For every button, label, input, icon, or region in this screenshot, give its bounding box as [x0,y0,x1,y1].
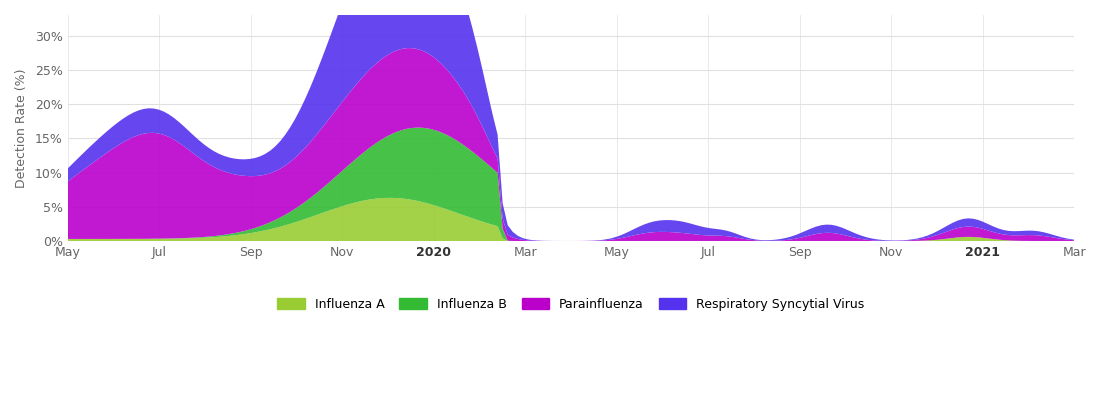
Y-axis label: Detection Rate (%): Detection Rate (%) [15,68,28,188]
Legend: Influenza A, Influenza B, Parainfluenza, Respiratory Syncytial Virus: Influenza A, Influenza B, Parainfluenza,… [272,293,870,316]
